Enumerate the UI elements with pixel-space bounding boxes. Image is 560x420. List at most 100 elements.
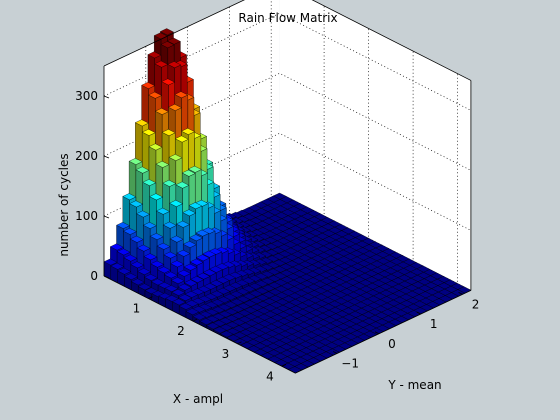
bar-top-face — [163, 251, 178, 259]
bar-top-face — [185, 308, 200, 316]
bar-top-face — [182, 209, 197, 217]
axes-frame — [103, 0, 472, 374]
x-tick-mark — [148, 296, 153, 299]
z-tick-mark — [103, 155, 110, 159]
bar-top-face — [174, 135, 189, 143]
bar-top-face — [143, 253, 158, 261]
x-tick-label: 1 — [133, 302, 141, 316]
bar-top-face — [212, 326, 227, 334]
bar-top-face — [162, 179, 177, 187]
bar-top-face — [184, 291, 199, 298]
chart-title: Rain Flow Matrix — [238, 11, 337, 25]
box-edge-top-left — [103, 0, 245, 67]
bar-top-face — [168, 104, 182, 111]
bar-top-face — [134, 119, 149, 127]
x-tick-mark — [281, 364, 287, 367]
bar-top-face — [103, 258, 118, 266]
bar-top-face — [171, 289, 186, 296]
bar-top-face — [195, 229, 210, 237]
bar-top-face — [226, 334, 241, 342]
bar-top-face — [147, 51, 162, 59]
bar-top-face — [156, 242, 171, 250]
y-axis-label: Y - mean — [387, 378, 441, 392]
bar-top-face — [155, 161, 170, 168]
bar-top-face — [122, 193, 137, 201]
bar-top-face — [169, 235, 184, 243]
bar-top-face — [168, 154, 183, 161]
z-tick-label: 200 — [75, 149, 98, 163]
bar-top-face — [116, 222, 130, 229]
bar-top-face — [195, 254, 210, 262]
bar-top-face — [187, 165, 202, 173]
bar-top-face — [129, 235, 144, 243]
bar-top-face — [142, 222, 157, 229]
bar-top-face — [174, 91, 189, 99]
bar-top-face — [206, 322, 220, 330]
z-tick-mark — [103, 275, 110, 279]
bar-top-face — [181, 169, 196, 177]
bar-top-face — [189, 258, 204, 266]
bar-top-face — [128, 158, 143, 165]
y-tick-mark — [374, 331, 380, 335]
box-edge-top-right — [311, 0, 472, 81]
ticks: 1 2 3 4 −1 0 1 2 0 100 200 300 — [75, 89, 479, 383]
y-tick-mark — [332, 351, 338, 354]
bar-top-face — [166, 37, 181, 45]
bar-top-face — [161, 78, 176, 86]
bar-top-face — [178, 303, 193, 310]
bar-top-face — [182, 241, 197, 248]
x-axis-label: X - ampl — [173, 392, 223, 406]
bar-top-face — [150, 260, 165, 268]
bar-top-face — [188, 202, 203, 210]
x-axis-line — [103, 275, 296, 374]
x-tick-mark — [192, 318, 198, 322]
bar-top-face — [190, 276, 205, 283]
bar-top-face — [129, 200, 144, 208]
bar-top-face — [148, 91, 163, 99]
y-tick-label: 1 — [430, 317, 438, 331]
y-tick-mark — [416, 311, 421, 315]
bar-top-face — [183, 263, 198, 271]
y-tick-label: 2 — [472, 297, 480, 311]
bar-top-face — [135, 166, 150, 174]
bar-top-face — [202, 250, 217, 258]
bar-top-face — [130, 278, 145, 286]
bar-top-face — [141, 129, 156, 136]
bar-top-face — [136, 244, 151, 252]
bar-top-face — [192, 313, 207, 321]
y-tick-mark — [458, 292, 463, 295]
bar-top-face — [123, 228, 137, 235]
z-axis-label: number of cycles — [57, 153, 71, 256]
bar-top-face — [156, 207, 170, 215]
bar-top-face — [161, 129, 176, 136]
bar-top-face — [149, 233, 164, 240]
bar-top-face — [149, 193, 164, 201]
bar-top-face — [171, 298, 186, 306]
bar-top-face — [123, 254, 138, 262]
bar-top-face — [199, 318, 214, 325]
y-axis-line — [295, 290, 472, 374]
bar-top-face — [209, 265, 223, 273]
bar-top-face — [170, 260, 185, 268]
bar-top-face — [137, 268, 152, 275]
bar-top-face — [136, 210, 151, 218]
bar-top-face — [137, 283, 152, 291]
bar-top-face — [162, 221, 177, 229]
x-tick-mark — [237, 341, 242, 345]
bar-top-face — [177, 283, 192, 291]
bar-top-face — [143, 274, 158, 281]
bar-top-face — [141, 82, 156, 89]
bar-top-face — [219, 330, 234, 338]
bar-top-face — [178, 294, 193, 301]
bar-top-face — [202, 269, 217, 277]
bar-top-face — [167, 61, 182, 68]
bar-top-face — [157, 266, 171, 274]
bar-top-face — [154, 60, 169, 68]
bars — [103, 28, 472, 374]
bar-top-face — [164, 271, 178, 279]
bar-top-face — [183, 279, 198, 287]
bar-top-face — [169, 200, 183, 207]
z-tick-mark — [103, 95, 110, 99]
bar-top-face — [148, 143, 163, 151]
